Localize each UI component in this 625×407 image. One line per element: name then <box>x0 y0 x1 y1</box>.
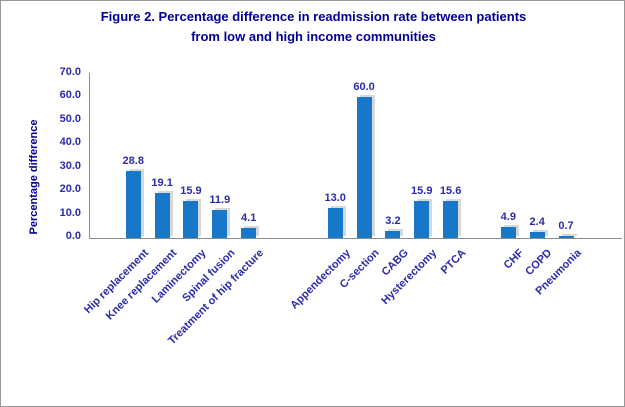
bar-value-label: 28.8 <box>122 155 144 167</box>
y-tick-label: 30.0 <box>59 159 81 172</box>
bar-value-label: 0.7 <box>558 220 574 232</box>
category-label: PTCA <box>438 247 469 277</box>
bar-value-label: 13.0 <box>324 192 346 204</box>
chart-title-line-1: Figure 2. Percentage difference in readm… <box>100 9 527 24</box>
y-tick-label: 60.0 <box>59 89 81 102</box>
bar <box>125 171 141 238</box>
bar <box>443 201 459 238</box>
category-label: CHF <box>501 247 526 272</box>
y-tick-label: 0.0 <box>65 230 81 242</box>
bar <box>212 210 228 238</box>
bar-value-label: 15.9 <box>411 185 433 197</box>
bar-value-label: 3.2 <box>385 215 401 227</box>
chart-title-line-2: from low and high income communities <box>191 29 436 44</box>
bar <box>500 227 516 238</box>
bar-value-label: 15.6 <box>439 185 462 197</box>
bar-value-label: 60.0 <box>353 81 375 93</box>
bar-value-label: 19.1 <box>151 177 173 189</box>
bar <box>154 193 170 238</box>
y-tick-label: 40.0 <box>59 136 81 149</box>
y-tick-label: 20.0 <box>59 183 81 196</box>
bar-value-label: 11.9 <box>209 194 231 206</box>
chart-title: Figure 2. Percentage difference in readm… <box>1 7 624 47</box>
bar <box>327 208 343 238</box>
bar <box>385 231 401 238</box>
y-tick-label: 10.0 <box>59 206 81 219</box>
bar <box>241 228 257 238</box>
bar <box>558 236 574 238</box>
bar <box>529 232 545 238</box>
y-tick-label: 50.0 <box>59 112 81 125</box>
bar <box>414 201 430 238</box>
bar-value-label: 4.1 <box>241 212 257 224</box>
bar-value-label: 15.9 <box>180 185 202 197</box>
y-tick-label: 70.0 <box>59 66 81 78</box>
bar <box>183 201 199 238</box>
plot-area: 28.8 Hip replacement 19.1 Knee replacement 1… <box>82 73 622 347</box>
bar-value-label: 4.9 <box>500 211 516 223</box>
bar <box>356 97 372 238</box>
bar-value-label: 2.4 <box>529 216 545 228</box>
